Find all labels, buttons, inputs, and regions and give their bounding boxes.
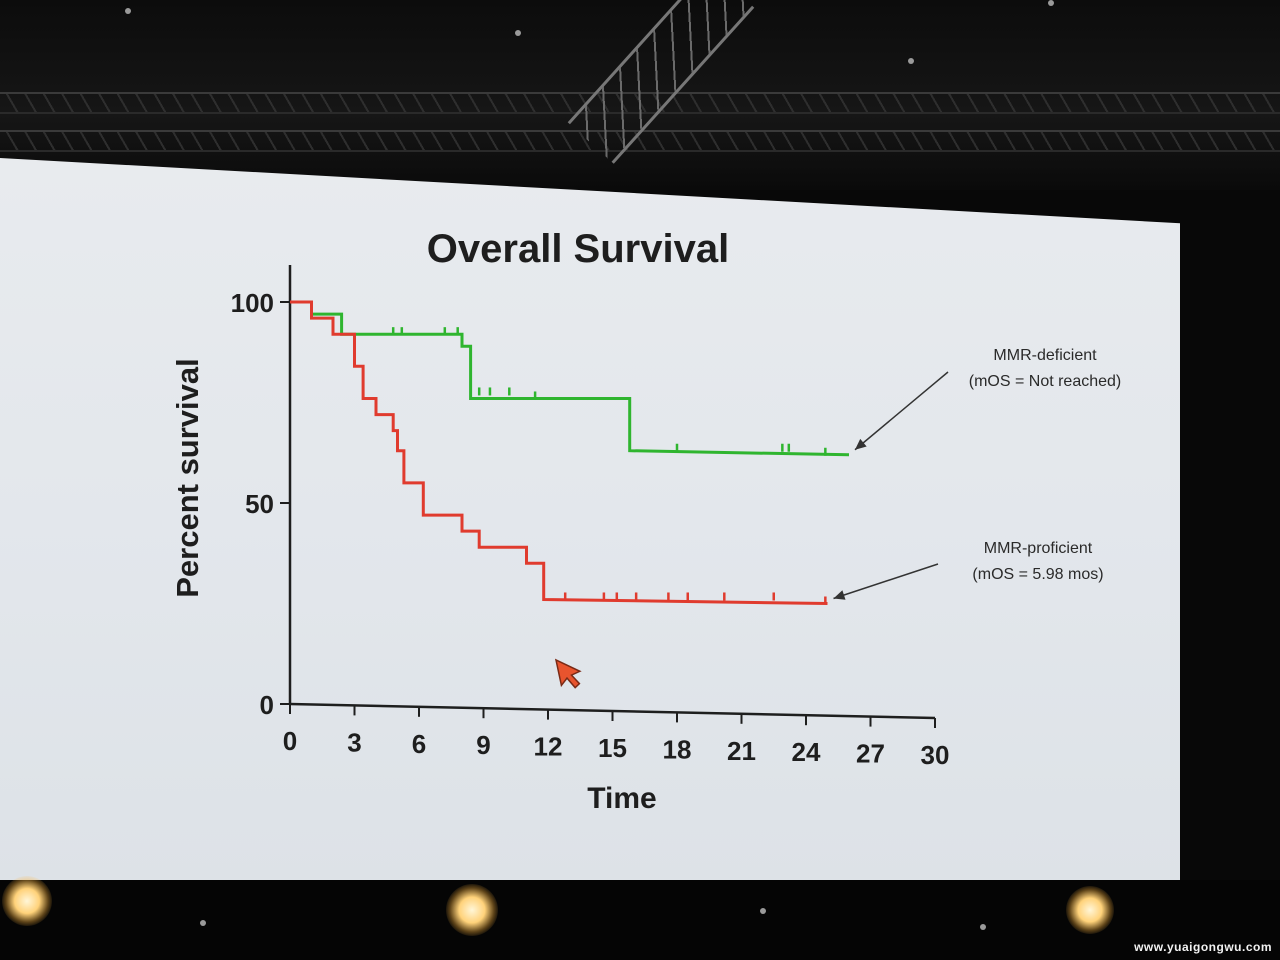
y-tick-label: 100 <box>231 288 274 318</box>
annotation-arrowhead <box>855 438 867 450</box>
chart-title: Overall Survival <box>427 227 729 271</box>
y-axis-label: Percent survival <box>170 358 205 598</box>
x-tick-label: 18 <box>663 734 692 764</box>
annotation-mmr-deficient: (mOS = Not reached) <box>969 373 1122 390</box>
series-line-mmr-deficient <box>290 300 850 457</box>
annotation-layer: MMR-deficient (mOS = Not reached) MMR-prof… <box>833 347 1122 600</box>
annotation-arrow <box>833 563 939 600</box>
stage-light <box>446 884 498 936</box>
series-layer <box>290 300 850 605</box>
ceiling-light <box>1048 0 1054 6</box>
y-tick-label: 0 <box>260 690 274 720</box>
mouse-pointer-icon <box>554 658 582 689</box>
ceiling-light <box>125 8 131 14</box>
stage-light <box>760 908 766 914</box>
x-tick-label: 15 <box>598 733 627 763</box>
annotation-mmr-deficient: MMR-deficient <box>993 347 1097 364</box>
projection-screen <box>0 158 1180 883</box>
x-tick-label: 24 <box>792 737 821 767</box>
x-tick-label: 6 <box>412 729 426 759</box>
y-tick-label: 50 <box>245 489 274 519</box>
stage-light <box>1066 886 1114 934</box>
annotation-mmr-proficient: (mOS = 5.98 mos) <box>972 566 1103 583</box>
ceiling-light <box>908 58 914 64</box>
x-axis-label: Time <box>587 782 656 815</box>
x-tick-label: 9 <box>476 730 490 760</box>
stage-light <box>200 920 206 926</box>
stage-light <box>2 876 52 926</box>
x-tick-label: 21 <box>727 736 756 766</box>
annotation-arrowhead <box>833 590 846 600</box>
x-tick-label: 12 <box>534 732 563 762</box>
ceiling-light <box>515 30 521 36</box>
annotation-arrow <box>854 371 949 451</box>
watermark: www.yuaigongwu.com <box>1134 940 1272 954</box>
axes: 0 3 6 9 12 15 18 21 24 27 30 0 50 100 <box>231 265 950 770</box>
x-tick-label: 3 <box>347 727 361 757</box>
audience-area <box>0 876 1280 960</box>
annotation-mmr-proficient: MMR-proficient <box>984 540 1093 557</box>
x-tick-label: 0 <box>283 726 297 756</box>
x-tick-label: 27 <box>856 739 885 769</box>
ceiling-truss <box>0 0 1280 190</box>
series-line-mmr-proficient <box>290 300 828 605</box>
stage-light <box>980 924 986 930</box>
x-tick-label: 30 <box>921 740 950 770</box>
